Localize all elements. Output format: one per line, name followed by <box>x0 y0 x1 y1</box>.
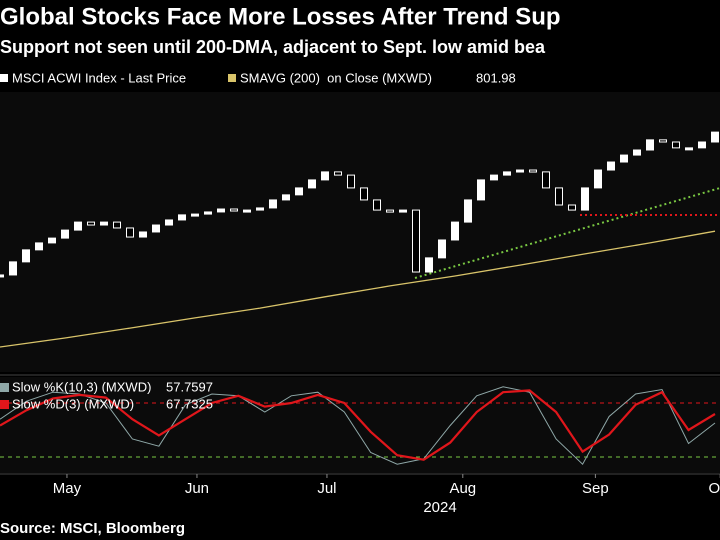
candle <box>256 207 264 211</box>
candle <box>438 239 446 259</box>
candle <box>711 131 719 143</box>
candle <box>685 147 693 151</box>
candle <box>672 141 680 149</box>
candle <box>100 221 108 226</box>
candle <box>633 149 641 156</box>
candle <box>464 199 472 223</box>
candle <box>620 154 628 163</box>
candle <box>152 224 160 233</box>
candle <box>477 179 485 201</box>
chart-title: Global Stocks Face More Losses After Tre… <box>0 3 561 30</box>
candle <box>568 204 576 211</box>
candle <box>0 274 4 278</box>
x-tick-label: May <box>53 480 82 497</box>
candle <box>386 209 394 213</box>
price-panel <box>0 92 720 372</box>
candle <box>308 179 316 189</box>
candle <box>230 208 238 212</box>
candle <box>22 249 30 263</box>
candle <box>516 169 524 173</box>
legend-swatch <box>0 74 8 82</box>
candle <box>191 213 199 217</box>
legend-swatch <box>0 400 9 409</box>
slow-k-line <box>0 386 716 466</box>
candle <box>451 221 459 241</box>
legend-swatch <box>0 383 9 392</box>
candle <box>529 169 537 173</box>
candle <box>87 221 95 226</box>
candle <box>126 227 134 238</box>
candle <box>269 199 277 209</box>
candle <box>61 229 69 239</box>
candle <box>555 187 563 206</box>
candle <box>412 209 420 273</box>
legend-value: 801.98 <box>476 70 516 85</box>
candle <box>542 171 550 189</box>
x-tick-label: Oct <box>709 480 720 497</box>
candle <box>607 161 615 171</box>
x-axis-label: 2024 <box>423 499 456 516</box>
x-tick-label: Sep <box>582 480 609 497</box>
legend-label: SMAVG (200) on Close (MXWD) <box>240 70 432 85</box>
candle <box>282 194 290 201</box>
candle <box>139 231 147 238</box>
candle <box>594 169 602 189</box>
candle <box>490 174 498 181</box>
candle <box>178 214 186 221</box>
legend-swatch <box>228 74 236 82</box>
candle <box>646 139 654 151</box>
candle <box>321 171 329 181</box>
candle <box>373 199 381 211</box>
chart-subtitle: Support not seen until 200-DMA, adjacent… <box>0 37 546 57</box>
source: Source: MSCI, Bloomberg <box>0 520 185 537</box>
candle <box>425 257 433 273</box>
slow-d-line <box>0 389 716 461</box>
candle <box>334 171 342 176</box>
candle <box>347 174 355 189</box>
legend-label: MSCI ACWI Index - Last Price <box>12 70 186 85</box>
legend-label: Slow %K(10,3) (MXWD) <box>12 379 151 394</box>
candle <box>503 171 511 176</box>
candle <box>399 209 407 213</box>
sma-line <box>0 230 716 348</box>
candle <box>165 219 173 226</box>
x-tick-label: Jun <box>185 480 209 497</box>
candle <box>659 139 667 143</box>
legend-label: Slow %D(3) (MXWD) <box>12 396 134 411</box>
candle <box>581 187 589 211</box>
candle <box>113 221 121 229</box>
candle <box>48 237 56 244</box>
legend-value: 57.7597 <box>166 379 213 394</box>
candle <box>9 261 17 276</box>
candle <box>698 141 706 149</box>
candle <box>74 221 82 231</box>
legend-value: 67.7325 <box>166 396 213 411</box>
candle <box>217 208 225 213</box>
x-tick-label: Aug <box>449 480 476 497</box>
candle <box>243 209 251 213</box>
candle <box>360 187 368 201</box>
candle <box>35 242 43 251</box>
x-tick-label: Jul <box>317 480 336 497</box>
candle <box>295 187 303 196</box>
trend-line <box>414 187 720 279</box>
candle <box>204 211 212 215</box>
